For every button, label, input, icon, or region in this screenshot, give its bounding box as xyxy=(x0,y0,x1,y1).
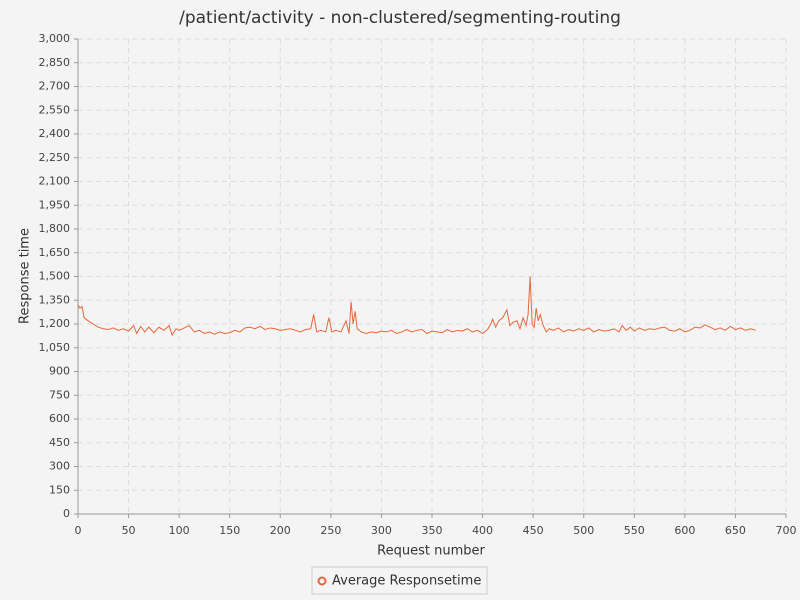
x-tick-label: 0 xyxy=(75,524,82,537)
y-tick-label: 1,350 xyxy=(39,293,71,306)
x-tick-label: 150 xyxy=(219,524,240,537)
y-tick-label: 1,500 xyxy=(39,270,71,283)
chart-title: /patient/activity - non-clustered/segmen… xyxy=(179,8,621,28)
y-tick-label: 600 xyxy=(49,412,70,425)
y-tick-label: 900 xyxy=(49,365,70,378)
legend-label: Average Responsetime xyxy=(332,574,481,589)
y-tick-label: 2,550 xyxy=(39,103,71,116)
y-tick-label: 1,950 xyxy=(39,198,71,211)
y-tick-label: 2,400 xyxy=(39,127,71,140)
y-tick-label: 300 xyxy=(49,460,70,473)
y-tick-label: 1,800 xyxy=(39,222,71,235)
x-tick-label: 450 xyxy=(523,524,544,537)
y-tick-label: 2,850 xyxy=(39,56,71,69)
legend-box xyxy=(311,566,488,595)
x-tick-label: 50 xyxy=(122,524,136,537)
y-tick-label: 0 xyxy=(63,507,70,520)
y-tick-label: 1,050 xyxy=(39,341,71,354)
legend: Average Responsetime xyxy=(311,566,488,595)
x-tick-label: 200 xyxy=(270,524,291,537)
y-tick-label: 1,200 xyxy=(39,317,71,330)
y-tick-label: 2,700 xyxy=(39,80,71,93)
y-tick-label: 150 xyxy=(49,483,70,496)
x-tick-label: 400 xyxy=(472,524,493,537)
y-tick-label: 2,250 xyxy=(39,151,71,164)
x-tick-label: 650 xyxy=(725,524,746,537)
x-tick-label: 350 xyxy=(422,524,443,537)
x-tick-label: 550 xyxy=(624,524,645,537)
x-tick-label: 700 xyxy=(776,524,797,537)
x-tick-label: 250 xyxy=(320,524,341,537)
y-axis-label: Response time xyxy=(18,228,33,324)
y-tick-label: 750 xyxy=(49,388,70,401)
y-tick-label: 3,000 xyxy=(39,32,71,45)
y-tick-label: 450 xyxy=(49,436,70,449)
y-tick-label: 2,100 xyxy=(39,175,71,188)
x-axis-label: Request number xyxy=(377,544,485,559)
x-tick-label: 300 xyxy=(371,524,392,537)
x-tick-label: 500 xyxy=(573,524,594,537)
x-tick-label: 100 xyxy=(169,524,190,537)
legend-marker xyxy=(317,576,327,586)
x-tick-label: 600 xyxy=(674,524,695,537)
y-tick-label: 1,650 xyxy=(39,246,71,259)
data-line xyxy=(77,276,756,337)
